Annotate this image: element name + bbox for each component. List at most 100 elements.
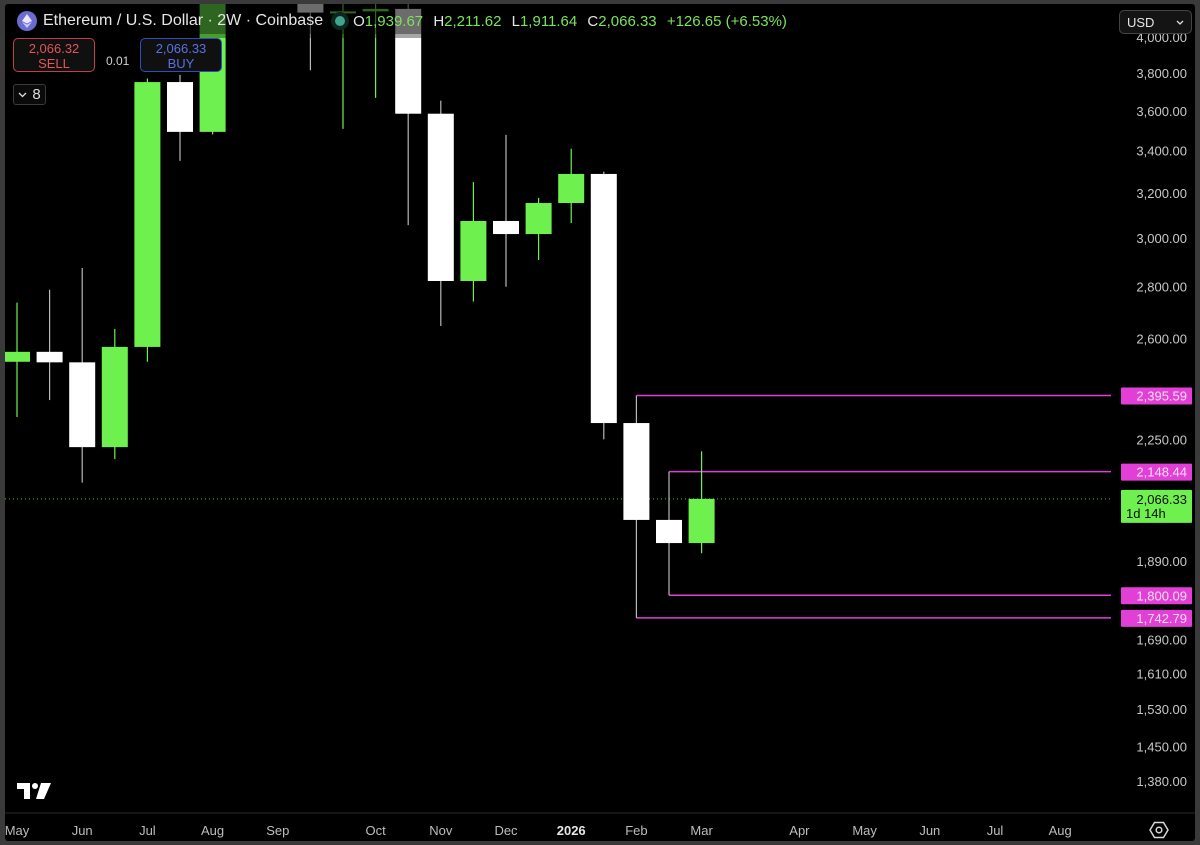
candle-up[interactable]: [362, 4, 389, 98]
change-value: +126.65 (+6.53%): [666, 12, 787, 30]
x-tick-label: Sep: [266, 823, 289, 838]
candle-down[interactable]: [36, 289, 63, 401]
low-label: L: [511, 12, 520, 30]
x-tick-label: 2026: [557, 823, 586, 838]
candle-body: [362, 8, 389, 12]
candle-body: [656, 519, 682, 544]
candle-up[interactable]: [460, 182, 487, 302]
candle-down[interactable]: [297, 4, 324, 71]
candle-body: [5, 351, 30, 362]
y-tick-label: 1,380.00: [1136, 774, 1187, 789]
tag-background: [1121, 489, 1192, 523]
candle-body: [395, 8, 422, 114]
price-chart[interactable]: 4,000.003,800.003,600.003,400.003,200.00…: [5, 4, 1195, 841]
candle-body: [558, 173, 585, 204]
sell-label: SELL: [38, 56, 70, 71]
ohlc-values: O1,939.67 H2,211.62 L1,911.64 C2,066.33 …: [353, 13, 787, 30]
y-tick-label: 1,690.00: [1136, 632, 1187, 647]
x-tick-label: May: [5, 823, 30, 838]
y-tick-label: 2,800.00: [1136, 279, 1187, 294]
sell-price: 2,066.32: [28, 41, 80, 56]
buy-label: BUY: [167, 56, 195, 71]
candle-up[interactable]: [134, 78, 161, 362]
candle-body: [330, 11, 356, 14]
indicators-toggle-button[interactable]: 8: [13, 84, 46, 105]
buy-button[interactable]: 2,066.33 BUY: [140, 38, 222, 72]
y-tick-label: 2,250.00: [1136, 432, 1187, 447]
high-label: H: [433, 12, 445, 30]
level-price-tag: 2,395.59: [1121, 387, 1192, 405]
tag-label: 2,395.59: [1136, 388, 1187, 403]
sell-button[interactable]: 2,066.32 SELL: [13, 38, 95, 72]
market-status-icon: [335, 16, 346, 26]
legend-shade: [5, 4, 825, 34]
x-tick-label: Jun: [72, 823, 93, 838]
y-tick-label: 3,800.00: [1136, 66, 1187, 81]
x-tick-label: Jul: [139, 823, 156, 838]
candle-down[interactable]: [623, 395, 650, 618]
price-axis[interactable]: 4,000.003,800.003,600.003,400.003,200.00…: [1136, 30, 1187, 789]
y-tick-label: 3,600.00: [1136, 104, 1187, 119]
chevron-down-icon: [1176, 20, 1184, 25]
level-price-tag: 1,742.79: [1121, 609, 1192, 627]
candle-down[interactable]: [69, 267, 96, 483]
low-value: 1,911.64: [519, 12, 578, 30]
y-tick-label: 3,000.00: [1136, 231, 1187, 246]
y-tick-label: 1,530.00: [1136, 702, 1187, 717]
y-tick-label: 3,200.00: [1136, 186, 1187, 201]
candle-body: [36, 351, 63, 363]
currency-value: USD: [1127, 14, 1155, 30]
x-tick-label: Feb: [625, 823, 647, 838]
tag-background: [1121, 609, 1192, 627]
candle-up[interactable]: [525, 197, 552, 261]
candle-down[interactable]: [493, 134, 519, 287]
tag-background: [1121, 587, 1192, 605]
candle-down[interactable]: [427, 100, 454, 327]
time-axis[interactable]: May Jun Jul Aug Sep Oct Nov Dec 2026 Feb Mar Apr May…: [5, 823, 1072, 838]
y-tick-label: 3,400.00: [1136, 144, 1187, 159]
candle-down[interactable]: [656, 471, 682, 596]
candle-body: [101, 346, 128, 448]
tradingview-logo-icon[interactable]: [17, 782, 53, 802]
candle-up[interactable]: [101, 328, 128, 460]
y-tick-label: 1,890.00: [1136, 554, 1187, 569]
high-value: 2,211.62: [444, 12, 502, 30]
tag-background: [1121, 387, 1192, 405]
y-tick-label: 2,600.00: [1136, 331, 1187, 346]
chart-window: 4,000.00 3,800.00 3,600.00 3,400.00 3,200.00…: [5, 4, 1195, 841]
candle-body: [460, 220, 487, 281]
indicator-count: 8: [32, 86, 41, 103]
candle-down[interactable]: [590, 171, 617, 440]
x-tick-label: Aug: [201, 823, 224, 838]
x-tick-label: Aug: [1049, 823, 1072, 838]
x-tick-label: Mar: [690, 823, 713, 838]
close-label: C: [587, 12, 599, 30]
open-value: 1,939.67: [364, 12, 424, 30]
y-tick-label: 1,450.00: [1136, 739, 1187, 754]
candle-body: [688, 498, 715, 544]
candle-down[interactable]: [395, 4, 422, 226]
currency-select[interactable]: USD: [1119, 10, 1192, 34]
candle-body: [134, 82, 161, 347]
tag-background: [1121, 463, 1192, 481]
x-tick-label: Jul: [987, 823, 1004, 838]
settings-icon[interactable]: [1148, 819, 1170, 841]
candle-up[interactable]: [688, 451, 715, 554]
open-label: O: [353, 12, 365, 30]
last-price-label: 2,066.33: [1136, 492, 1187, 507]
candle-up[interactable]: [5, 302, 30, 418]
x-tick-label: Nov: [429, 823, 453, 838]
spread-value: 0.01: [106, 54, 130, 68]
plot-area[interactable]: [5, 4, 1117, 619]
symbol-title[interactable]: Ethereum / U.S. Dollar · 2W · Coinbase: [43, 12, 324, 29]
candle-body: [493, 220, 519, 235]
candle-body: [427, 113, 454, 281]
candle-down[interactable]: [167, 74, 193, 161]
tag-label: 2,148.44: [1136, 465, 1187, 480]
x-tick-label: Jun: [919, 823, 940, 838]
x-tick-label: Dec: [494, 823, 518, 838]
candle-body: [167, 82, 193, 132]
candle-up[interactable]: [558, 148, 585, 224]
candle-body: [525, 203, 552, 235]
